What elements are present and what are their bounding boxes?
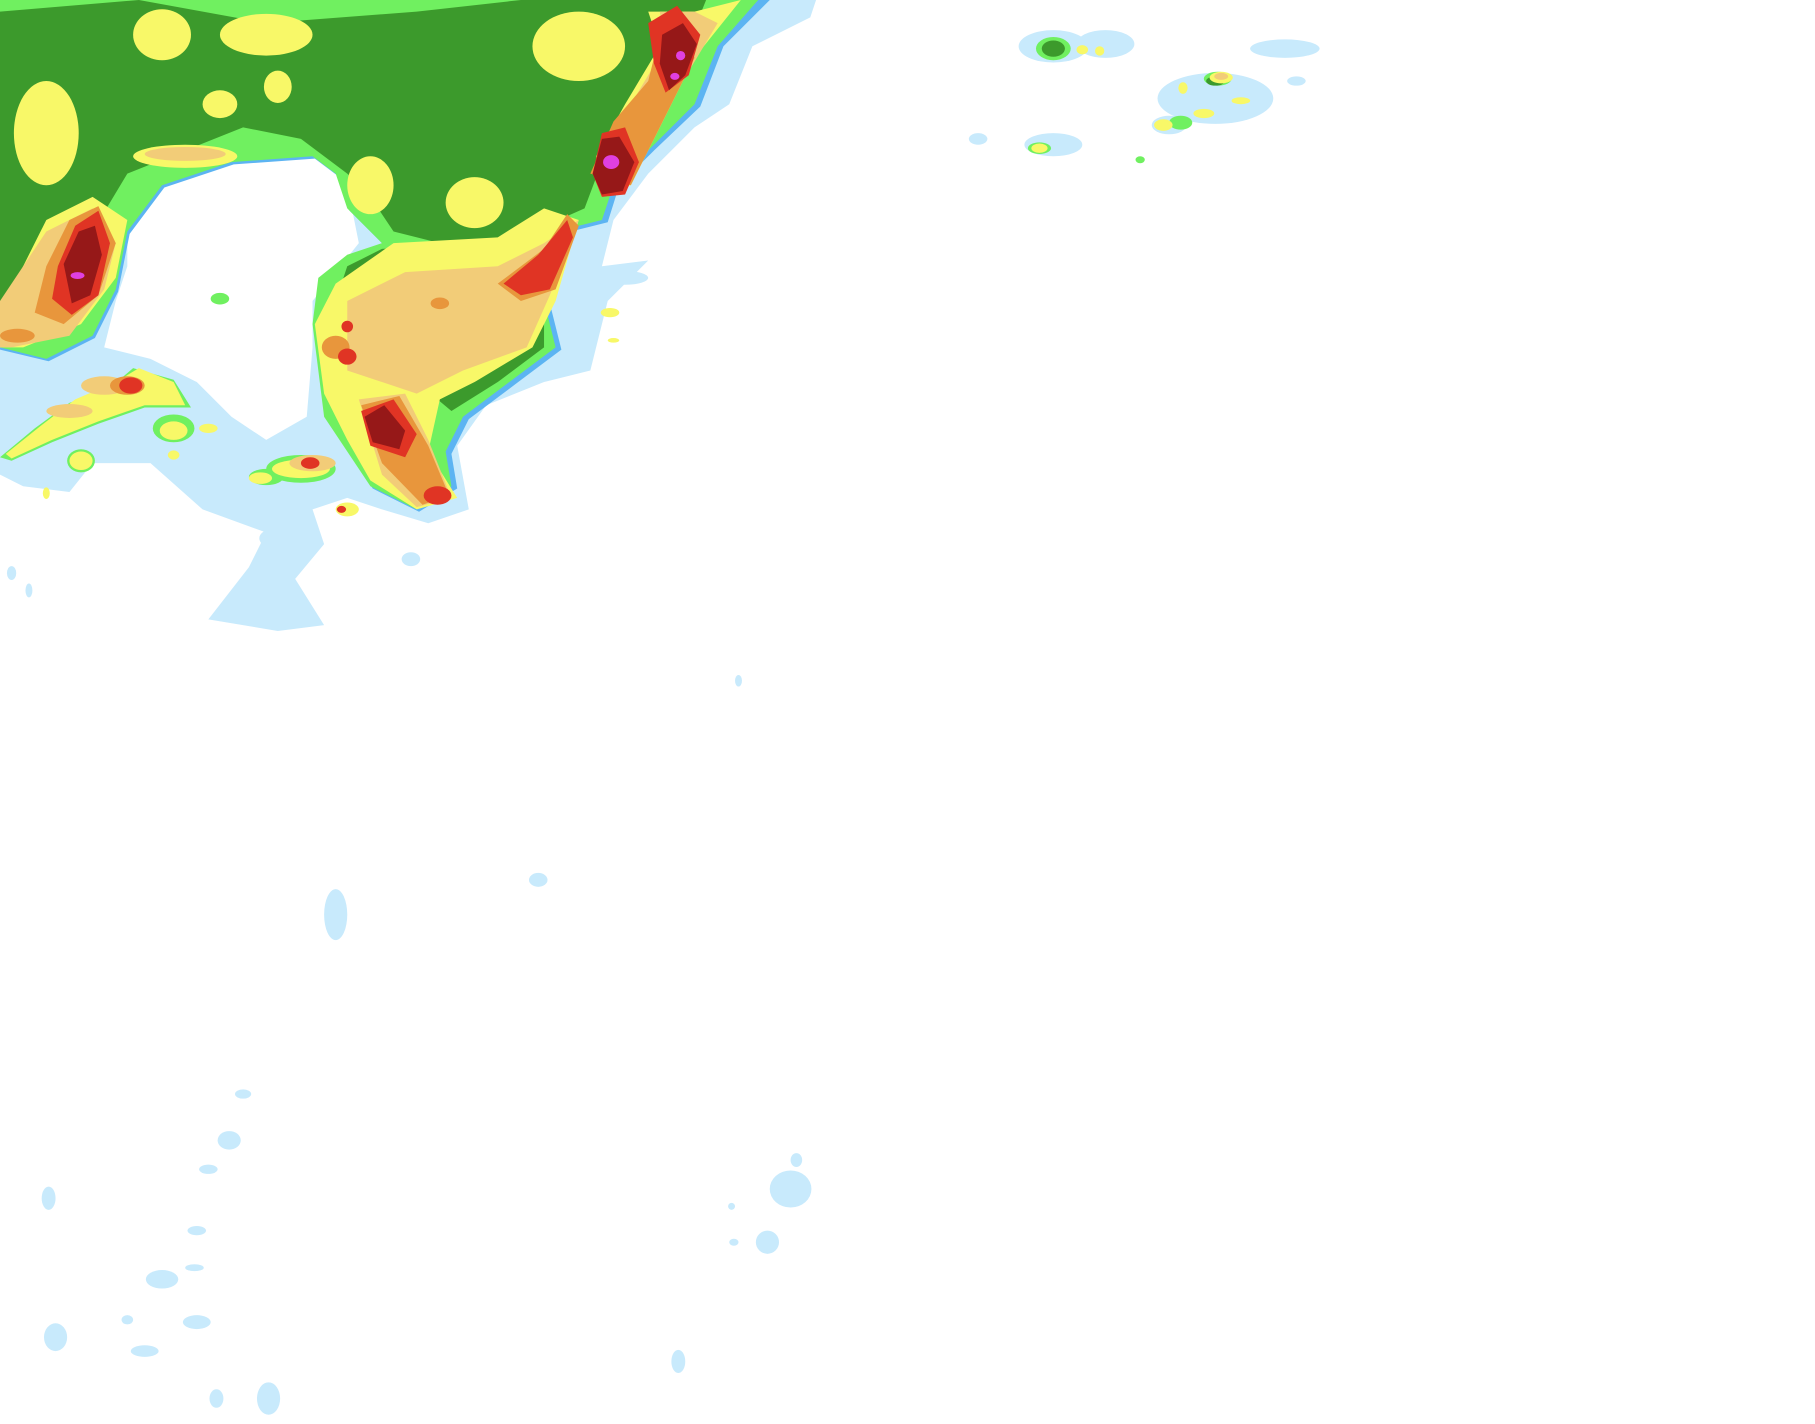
precip-level-10 [70,50,686,280]
